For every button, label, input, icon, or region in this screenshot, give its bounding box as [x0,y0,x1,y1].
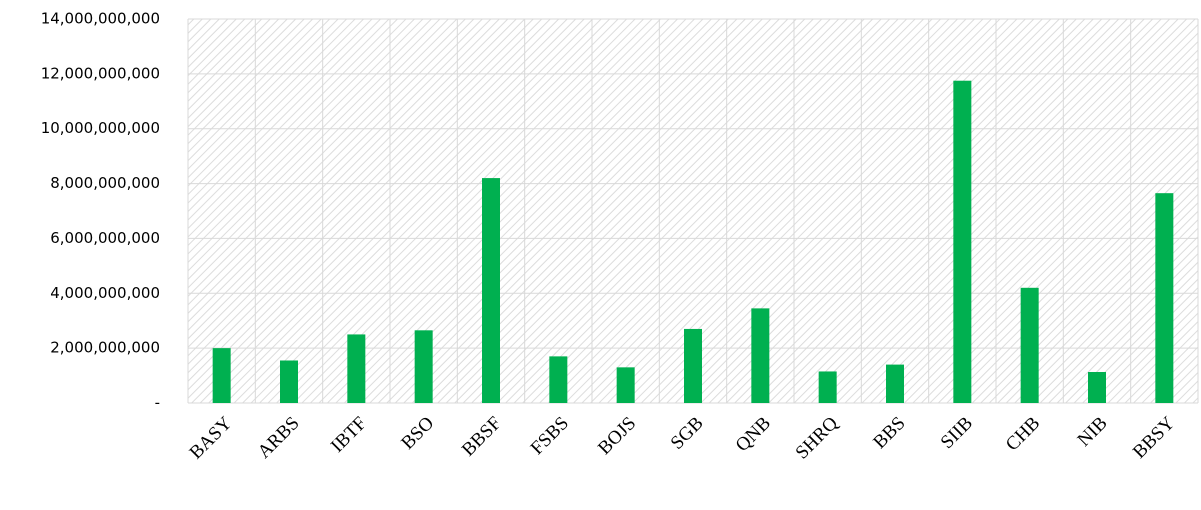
y-tick-label: 10,000,000,000 [41,119,160,137]
y-tick-label: 6,000,000,000 [50,229,160,247]
x-tick-label: SGB [667,413,708,454]
y-tick-label: 2,000,000,000 [50,339,160,357]
y-tick-label: 8,000,000,000 [50,174,160,192]
bar [347,334,366,403]
x-tick-label: BBSF [458,413,506,461]
x-tick-label: BSO [397,413,438,454]
x-tick-label: QNB [732,413,775,456]
bar [549,356,568,403]
y-tick-label: 4,000,000,000 [50,284,160,302]
y-tick-label: - [155,394,160,412]
x-tick-label: SHRQ [792,413,843,464]
bar [414,330,433,403]
bar [1088,372,1106,403]
bar [953,80,972,403]
x-tick-label: FSBS [527,413,573,459]
bar [482,178,500,403]
bar [280,360,298,403]
x-tick-label: SIIB [937,413,977,453]
bar [886,364,904,403]
bar [684,328,702,403]
bar [212,348,231,403]
bar [751,308,770,403]
x-tick-label: BBSY [1129,413,1179,463]
bar [1155,193,1174,403]
x-tick-label: NIB [1074,413,1112,451]
x-tick-label: CHB [1002,413,1044,455]
bar [818,371,837,403]
y-tick-label: 12,000,000,000 [41,64,160,82]
x-tick-label: IBTF [327,413,371,457]
y-tick-label: 14,000,000,000 [41,10,160,28]
bar [616,367,635,403]
x-tick-label: ARBS [254,413,304,463]
x-tick-label: BBS [869,413,909,453]
bar [1020,287,1039,403]
x-tick-label: BASY [186,413,237,464]
x-tick-label: BOJS [594,413,640,459]
